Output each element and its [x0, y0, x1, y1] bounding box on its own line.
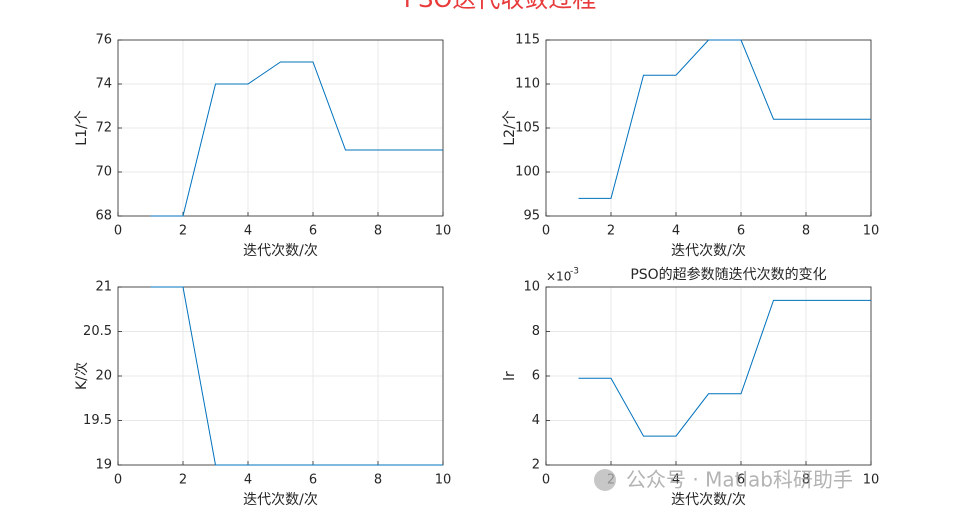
watermark-icon: [594, 469, 616, 491]
y-tick-label: 110: [515, 77, 540, 92]
y-tick-label: 20.5: [83, 324, 112, 339]
x-tick-label: 2: [607, 224, 615, 239]
x-tick-label: 6: [309, 224, 317, 239]
axes-box: [545, 286, 872, 466]
y-tick-label: 74: [95, 77, 112, 92]
y-axis-label: L1/个: [74, 110, 90, 145]
x-axis-label: 迭代次数/次: [671, 492, 746, 508]
x-tick-label: 6: [309, 473, 317, 488]
x-tick-label: 0: [114, 224, 122, 239]
x-tick-label: 4: [672, 224, 680, 239]
y-tick-label: 76: [95, 33, 112, 48]
x-tick-label: 2: [179, 224, 187, 239]
x-tick-label: 0: [114, 473, 122, 488]
data-line: [150, 286, 443, 466]
x-axis-label: 迭代次数/次: [671, 243, 746, 259]
y-tick-label: 8: [532, 324, 540, 339]
x-tick-label: 10: [863, 224, 880, 239]
x-tick-label: 6: [737, 224, 745, 239]
y-multiplier-exponent: -3: [570, 267, 579, 277]
y-tick-label: 19.5: [83, 413, 112, 428]
axes-box: [117, 39, 444, 217]
y-tick-label: 4: [532, 413, 540, 428]
x-tick-label: 4: [244, 473, 252, 488]
x-tick-label: 8: [802, 224, 810, 239]
y-tick-label: 115: [515, 33, 540, 48]
y-tick-label: 105: [515, 121, 540, 136]
x-axis-label: 迭代次数/次: [243, 243, 318, 259]
x-tick-label: 10: [863, 473, 880, 488]
x-tick-label: 10: [435, 224, 452, 239]
data-line: [150, 61, 443, 217]
x-tick-label: 6: [737, 473, 745, 488]
y-tick-label: 100: [515, 165, 540, 180]
watermark-group: 公众号 · Matlab科研助手: [594, 468, 853, 492]
y-tick-label: 95: [523, 209, 540, 224]
data-line: [578, 299, 871, 437]
y-axis-label: K/次: [74, 362, 90, 390]
x-tick-label: 8: [374, 224, 382, 239]
y-tick-label: 20: [95, 369, 112, 384]
x-tick-label: 4: [672, 473, 680, 488]
x-tick-label: 0: [542, 224, 550, 239]
x-axis-label: 迭代次数/次: [243, 492, 318, 508]
x-tick-label: 8: [374, 473, 382, 488]
watermark: 公众号 · Matlab科研助手: [626, 468, 853, 492]
data-line: [578, 39, 871, 199]
x-tick-label: 2: [179, 473, 187, 488]
y-tick-label: 6: [532, 369, 540, 384]
y-tick-label: 72: [95, 121, 112, 136]
x-tick-label: 10: [435, 473, 452, 488]
y-tick-label: 10: [523, 280, 540, 295]
chart-title: PSO的超参数随迭代次数的变化: [630, 266, 826, 283]
x-tick-label: 8: [802, 473, 810, 488]
y-axis-label: L2/个: [502, 110, 518, 145]
figure-title: PSO迭代收敛过程: [404, 0, 597, 13]
y-multiplier-base: ×10: [546, 270, 571, 284]
y-tick-label: 2: [532, 458, 540, 473]
y-tick-label: 19: [95, 458, 112, 473]
x-tick-label: 0: [542, 473, 550, 488]
y-tick-label: 21: [95, 280, 112, 295]
y-tick-label: 70: [95, 165, 112, 180]
x-tick-label: 4: [244, 224, 252, 239]
y-tick-label: 68: [95, 209, 112, 224]
y-axis-label: lr: [502, 371, 518, 381]
